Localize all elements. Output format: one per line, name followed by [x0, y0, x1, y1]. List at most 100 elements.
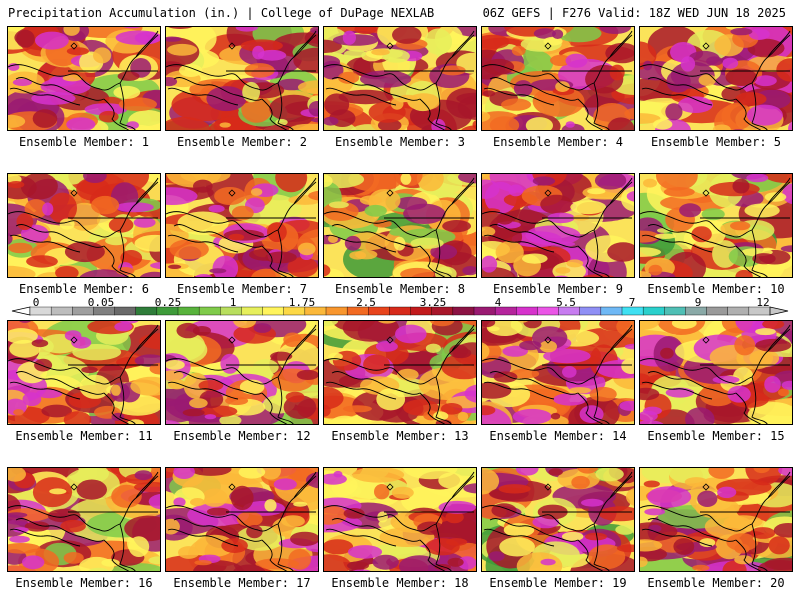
- ensemble-member-map: [481, 173, 635, 278]
- colorbar-tick-label: 5.5: [556, 296, 576, 309]
- map-boundary-line: [119, 376, 136, 424]
- ensemble-member-map: [165, 173, 319, 278]
- map-boundary-line: [293, 471, 317, 499]
- map-boundary-line: [15, 518, 105, 542]
- map-boundary-line: [735, 392, 762, 424]
- map-boundary-line: [647, 518, 737, 542]
- ensemble-member-label: Ensemble Member: 20: [647, 576, 785, 590]
- colorbar-tick-label: 1: [229, 296, 237, 309]
- map-boundary-line: [751, 523, 768, 571]
- map-boundary-line: [593, 328, 633, 378]
- map-boundary-line: [735, 539, 762, 571]
- station-marker-icon: [386, 42, 394, 50]
- map-boundary-line: [489, 371, 579, 395]
- map-boundary-line: [767, 30, 791, 58]
- map-boundary-line: [767, 324, 791, 352]
- ensemble-member-map: [165, 467, 319, 572]
- map-boundary-line: [482, 505, 595, 532]
- map-boundary-line: [325, 87, 397, 106]
- map-boundary-line: [293, 177, 317, 205]
- map-boundary-line: [119, 181, 159, 231]
- ensemble-member-map: [165, 320, 319, 425]
- colorbar-tick-label: 7: [628, 296, 636, 309]
- map-boundary-line: [331, 224, 421, 248]
- map-boundary-line: [593, 181, 633, 231]
- ensemble-member-label: Ensemble Member: 12: [173, 429, 311, 443]
- precipitation-field: [324, 174, 476, 277]
- map-boundary-line: [577, 245, 604, 277]
- map-boundary-line: [435, 328, 475, 378]
- ensemble-member-label: Ensemble Member: 2: [176, 135, 308, 149]
- map-boundary-line: [751, 376, 768, 424]
- precipitation-field: [324, 321, 476, 424]
- colorbar-right-arrow: [769, 306, 789, 316]
- colorbar-tick-label: 1.75: [288, 296, 316, 309]
- map-boundary-line: [751, 328, 791, 378]
- ensemble-member-label: Ensemble Member: 15: [647, 429, 785, 443]
- map-boundary-line: [15, 371, 105, 395]
- colorbar-swatch: [452, 306, 475, 316]
- map-boundary-line: [119, 328, 159, 378]
- colorbar-swatch: [727, 306, 750, 316]
- map-boundary-line: [640, 211, 753, 238]
- map-boundary-line: [593, 34, 633, 84]
- colorbar-swatch: [706, 306, 729, 316]
- map-boundary-line: [640, 64, 753, 91]
- ensemble-member-label: Ensemble Member: 6: [18, 282, 150, 296]
- map-boundary-line: [751, 181, 791, 231]
- map-boundary-line: [609, 324, 633, 352]
- precipitation-field: [166, 27, 318, 130]
- map-boundary-line: [451, 471, 475, 499]
- colorbar-tick-label: 0.05: [87, 296, 115, 309]
- ensemble-member-map: [481, 26, 635, 131]
- map-boundary-line: [593, 229, 610, 277]
- map-boundary-line: [483, 381, 555, 400]
- colorbar-swatch: [664, 306, 686, 316]
- map-boundary-line: [119, 229, 136, 277]
- map-boundary-line: [451, 324, 475, 352]
- precipitation-field: [324, 27, 476, 130]
- ensemble-member-map: [639, 26, 793, 131]
- map-boundary-line: [8, 64, 121, 91]
- map-title: Precipitation Accumulation (in.) | Colle…: [8, 6, 435, 20]
- map-boundary-line: [640, 505, 753, 532]
- map-boundary-line: [435, 229, 452, 277]
- map-boundary-line: [577, 98, 604, 130]
- map-boundary-line: [325, 234, 397, 253]
- map-boundary-line: [103, 539, 130, 571]
- map-boundary-line: [166, 64, 279, 91]
- ensemble-member-map: [323, 467, 477, 572]
- precipitation-field: [640, 321, 792, 424]
- station-marker-icon: [228, 483, 236, 491]
- map-boundary-line: [261, 98, 288, 130]
- map-boundary-line: [293, 30, 317, 58]
- map-boundary-line: [8, 505, 121, 532]
- ensemble-member-map: [7, 26, 161, 131]
- map-boundary-line: [167, 234, 239, 253]
- colorbar-swatch: [579, 306, 602, 316]
- map-boundary-line: [166, 211, 279, 238]
- ensemble-member-map: [165, 26, 319, 131]
- map-boundary-line: [483, 234, 555, 253]
- map-boundary-line: [167, 381, 239, 400]
- map-boundary-line: [119, 82, 136, 130]
- colorbar-tick-label: 2.5: [356, 296, 376, 309]
- precipitation-field: [640, 174, 792, 277]
- map-boundary-line: [489, 224, 579, 248]
- map-boundary-line: [451, 177, 475, 205]
- map-boundary-line: [647, 371, 737, 395]
- map-boundary-line: [119, 523, 136, 571]
- map-boundary-line: [767, 471, 791, 499]
- map-boundary-line: [735, 245, 762, 277]
- map-boundary-line: [751, 229, 768, 277]
- map-boundary-line: [482, 64, 595, 91]
- station-marker-icon: [228, 336, 236, 344]
- map-boundary-line: [135, 471, 159, 499]
- precipitation-field: [166, 468, 318, 571]
- colorbar-swatch: [473, 306, 496, 316]
- map-boundary-line: [9, 381, 81, 400]
- map-boundary-line: [767, 177, 791, 205]
- colorbar-swatch: [50, 306, 73, 316]
- map-boundary-line: [331, 371, 421, 395]
- map-boundary-line: [482, 358, 595, 385]
